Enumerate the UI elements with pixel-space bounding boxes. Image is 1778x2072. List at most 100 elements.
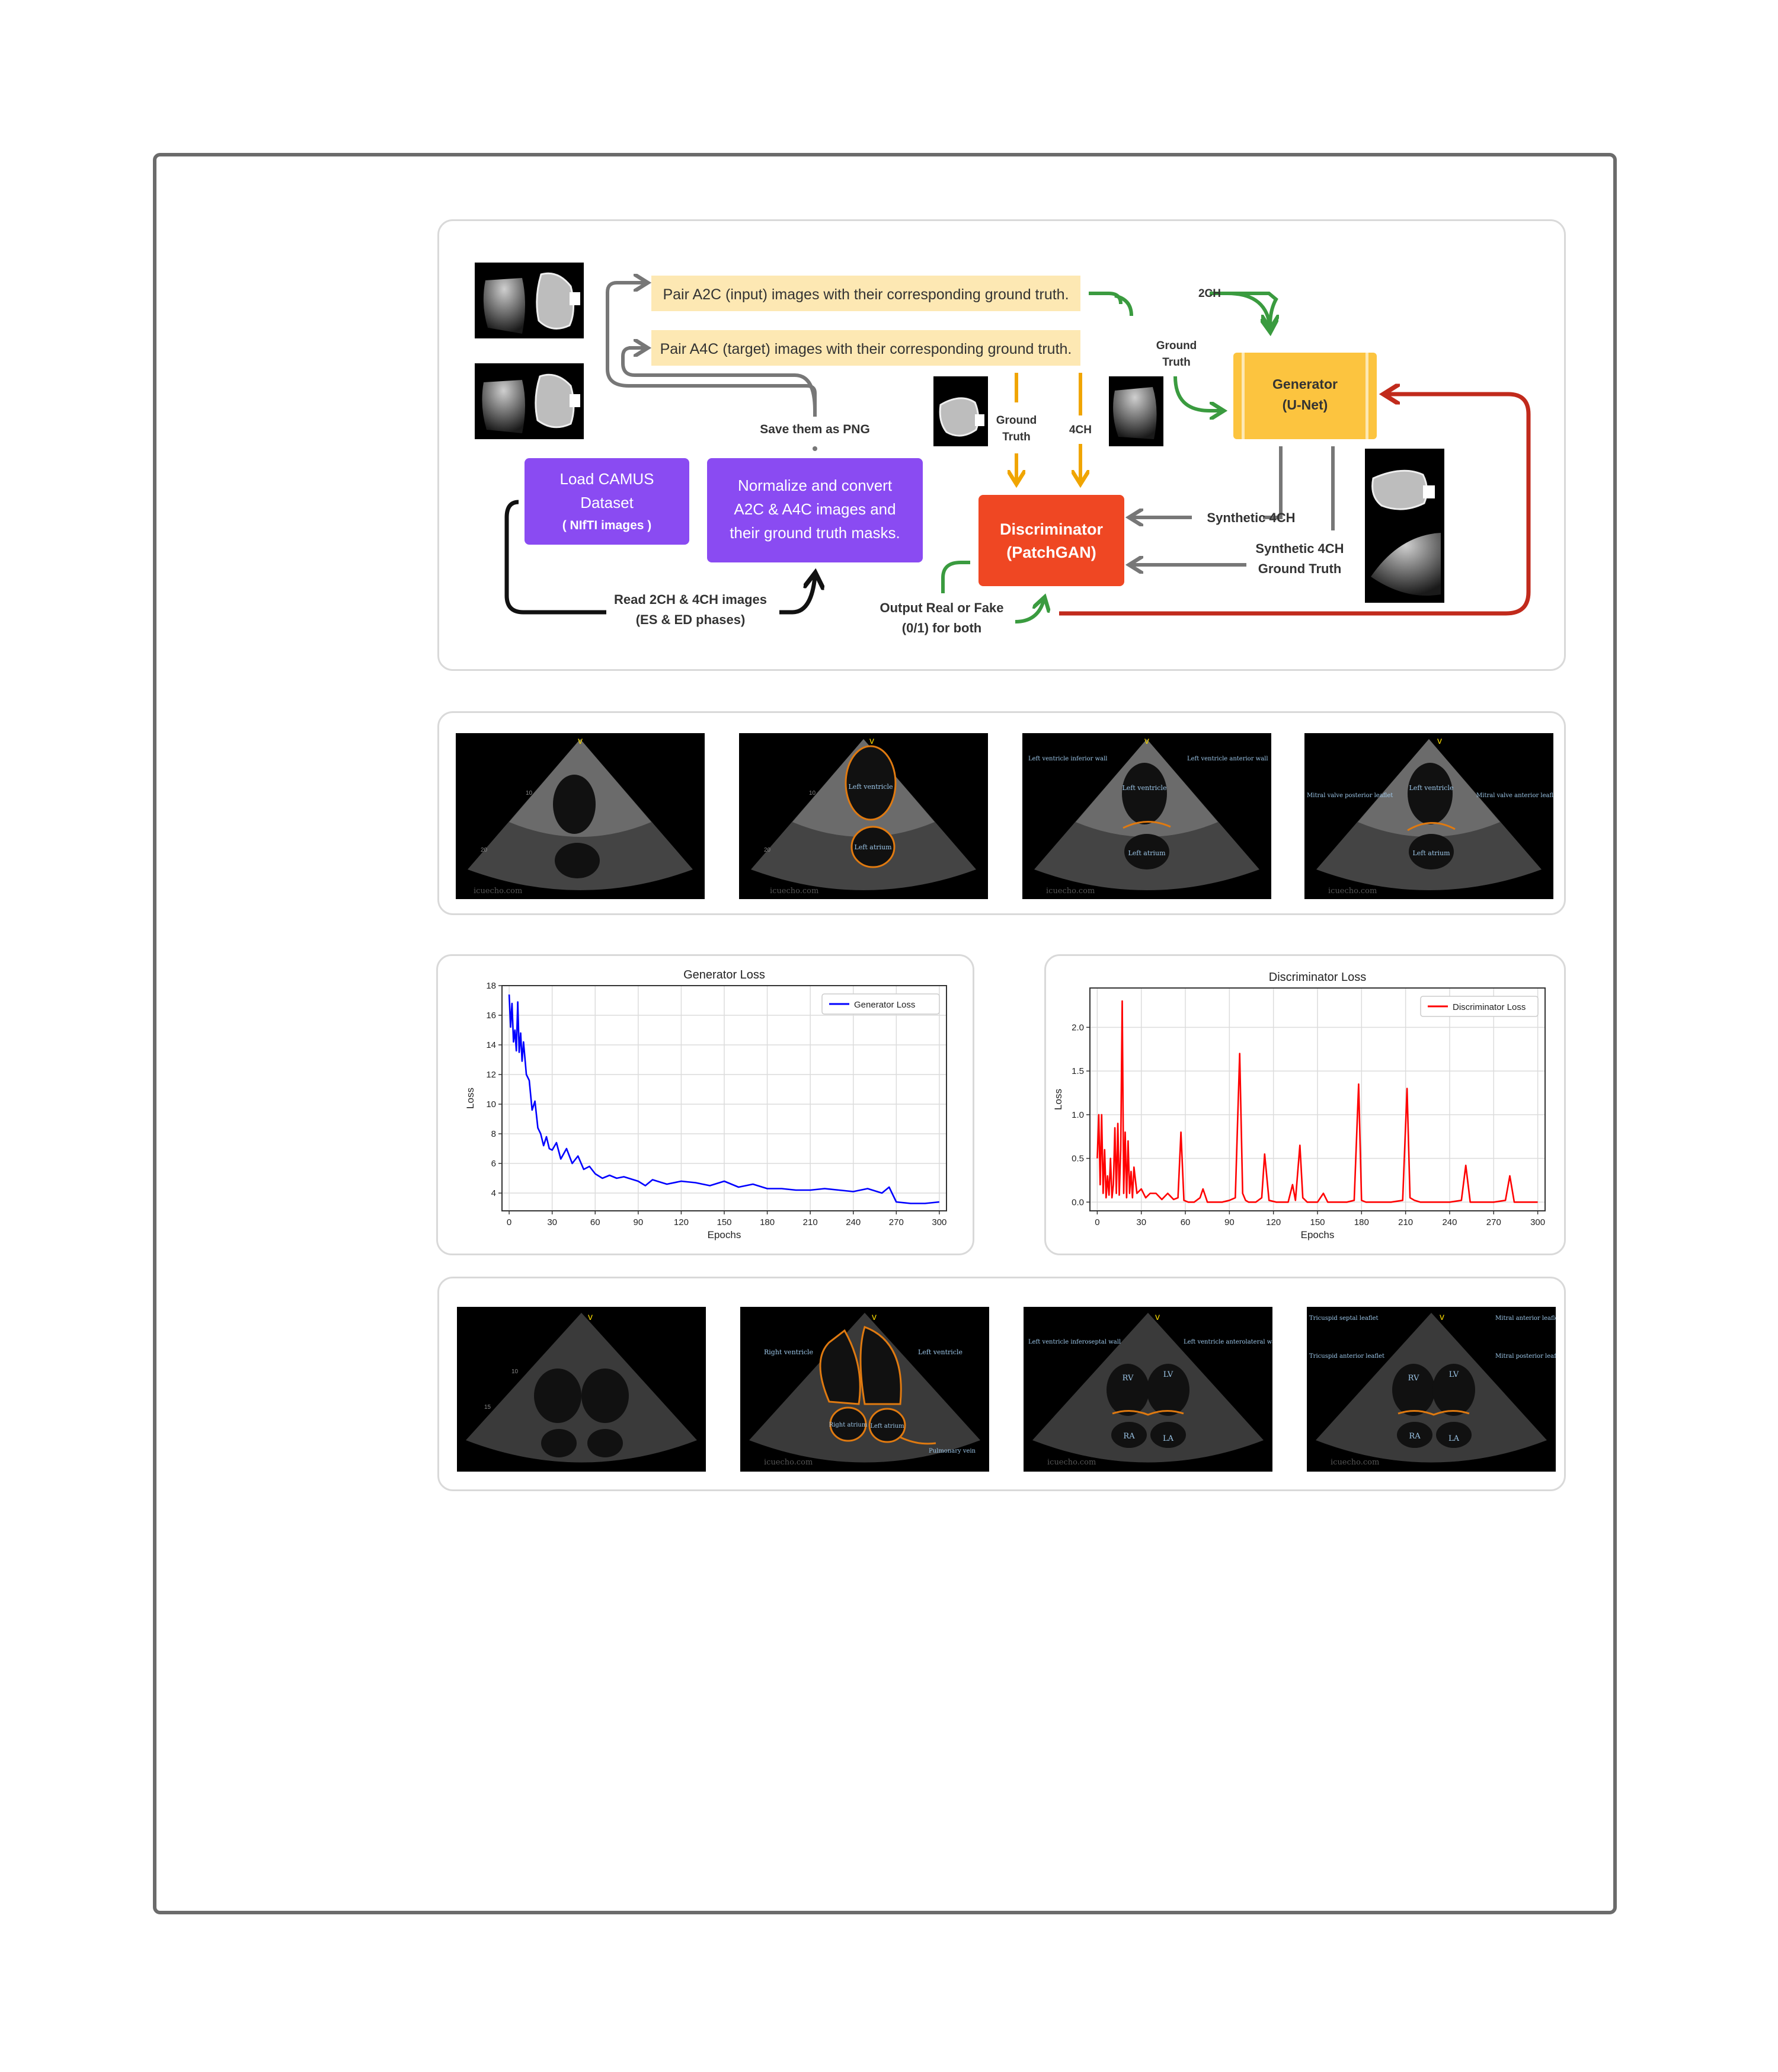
y-axis-label: Loss [465,1088,476,1109]
generator-bar-right [1366,353,1368,439]
label-rv: RV [1123,1374,1134,1383]
synthetic-mask-thumbnail [1365,449,1444,526]
svg-text:v: v [1155,1312,1160,1322]
read-images-line2: (ES & ED phases) [636,612,746,627]
series-line [508,994,940,1204]
y-tick-label: 14 [486,1040,496,1050]
chart-title: Discriminator Loss [1269,971,1366,984]
y-tick-label: 4 [491,1188,496,1198]
watermark: icuecho.com [1047,1458,1096,1467]
x-tick-label: 60 [590,1217,600,1227]
label-ra: RA [1123,1432,1135,1441]
x-tick-label: 240 [1442,1217,1457,1227]
watermark: icuecho.com [1331,1458,1379,1467]
echo-a2c-annotated-valves: v Mitral valve posterior leaflet Mitral … [1304,733,1553,899]
label-mitral-posterior: Mitral posterior leaflet [1495,1353,1556,1360]
y-tick-label: 0.0 [1072,1197,1084,1207]
load-camus-line1: Load CAMUS [560,470,654,488]
load-camus-line2: Dataset [580,494,634,511]
watermark: icuecho.com [764,1458,813,1467]
depth-10-label: 10 [511,1368,519,1375]
legend-box [821,993,940,1015]
legend-label: Generator Loss [854,1000,915,1010]
label-gt-a1: Ground [1156,340,1197,352]
label-left-ventricle: Left ventricle [849,783,893,791]
plot-frame [501,985,947,1211]
series-line [1096,1000,1538,1203]
pipeline-panel: Pair A2C (input) images with their corre… [437,219,1566,671]
arrow-feedback-red [1059,394,1531,616]
label-lv-inferoseptal-wall: Left ventricle inferoseptal wall [1028,1339,1121,1345]
load-camus-line3: ( NIfTI images ) [562,519,652,532]
y-tick-label: 16 [486,1011,496,1021]
echo-a2c-raw: v 10 20 icuecho.com [456,733,705,899]
label-mitral-anterior: Mitral anterior leaflet [1495,1315,1556,1322]
echo-a4c-raw: v 10 15 [457,1307,706,1472]
svg-text:v: v [1437,736,1442,746]
x-tick-label: 180 [760,1217,775,1227]
label-la: LA [1448,1434,1460,1443]
save-png-dot [813,446,817,451]
x-tick-label: 90 [633,1217,643,1227]
generator-line2: (U-Net) [1283,397,1328,413]
echo-row-1-panel: v 10 20 icuecho.com v Left ventricle Lef… [437,711,1566,915]
watermark: icuecho.com [1328,887,1377,896]
save-png-label: Save them as PNG [760,423,870,436]
label-lv-anterior-wall: Left ventricle anterior wall [1187,756,1268,762]
depth-10-label: 10 [526,790,533,797]
normalize-line2: A2C & A4C images and [734,500,896,518]
generator-loss-chart: Generator Loss 0 30 60 90 120 150 180 210 240 270 3… [465,968,947,1240]
arrow-2ch-main [1227,292,1270,329]
x-tick-label: 210 [803,1217,818,1227]
legend-box [1420,996,1539,1017]
watermark: icuecho.com [770,887,818,896]
label-synthetic-gt1: Synthetic 4CH [1255,541,1344,556]
synthetic-image-thumbnail [1365,526,1444,603]
y-tick-label: 12 [486,1070,496,1080]
x-tick-label: 300 [932,1217,946,1227]
label-synthetic-4ch: Synthetic 4CH [1207,510,1295,525]
echo-a4c-annotated-valves: v Tricuspid septal leaflet Tricuspid ant… [1307,1307,1556,1472]
x-tick-label: 270 [1486,1217,1501,1227]
generator-loss-panel: Generator Loss 0 30 60 90 120 150 180 210 240 270 3… [436,954,974,1255]
pair-a2c-box [651,276,1080,311]
x-tick-label: 0 [1095,1217,1099,1227]
y-tick-label: 6 [491,1159,496,1169]
y-tick-label: 18 [486,981,496,991]
x-tick-label: 30 [547,1217,557,1227]
a4c-image-thumbnail [1109,376,1163,446]
legend-label: Discriminator Loss [1453,1002,1526,1012]
y-axis-label: Loss [1053,1089,1064,1110]
pair-a4c-label: Pair A4C (target) images with their corr… [660,341,1072,357]
load-camus-box [525,458,689,545]
gt-mask-thumbnail [933,376,988,446]
label-left-ventricle: Left ventricle [1123,784,1167,792]
label-lv-anterolateral-wall: Left ventricle anterolateral wall [1184,1339,1272,1345]
x-tick-label: 150 [717,1217,731,1227]
generator-line1: Generator [1272,376,1338,392]
label-4ch: 4CH [1069,424,1092,436]
label-left-atrium: Left atrium [1128,849,1166,857]
x-tick-label: 0 [507,1217,511,1227]
y-tick-label: 1.0 [1072,1110,1084,1120]
svg-text:v: v [869,736,874,746]
arrow-save-to-pair-a2c [606,283,644,328]
output-line1: Output Real or Fake [880,600,1003,615]
depth-15-label: 15 [484,1404,491,1411]
depth-20-label: 20 [481,847,488,853]
label-gt-b1: Ground [996,414,1037,427]
x-tick-label: 240 [846,1217,861,1227]
discriminator-line2: (PatchGAN) [1006,543,1096,561]
x-tick-label: 30 [1136,1217,1146,1227]
x-tick-label: 180 [1354,1217,1369,1227]
label-left-ventricle: Left ventricle [918,1348,962,1356]
arrow-synthetic-4ch [1133,446,1283,517]
label-left-atrium: Left atrium [1412,849,1450,857]
generator-bar-left [1242,353,1245,439]
a4c-thumbnail [475,363,584,439]
output-line2: (0/1) for both [902,621,981,635]
y-tick-label: 10 [486,1099,496,1109]
discriminator-line1: Discriminator [1000,520,1104,538]
label-pulmonary-vein: Pulmonary vein [929,1448,976,1454]
pair-a4c-box [651,330,1080,366]
